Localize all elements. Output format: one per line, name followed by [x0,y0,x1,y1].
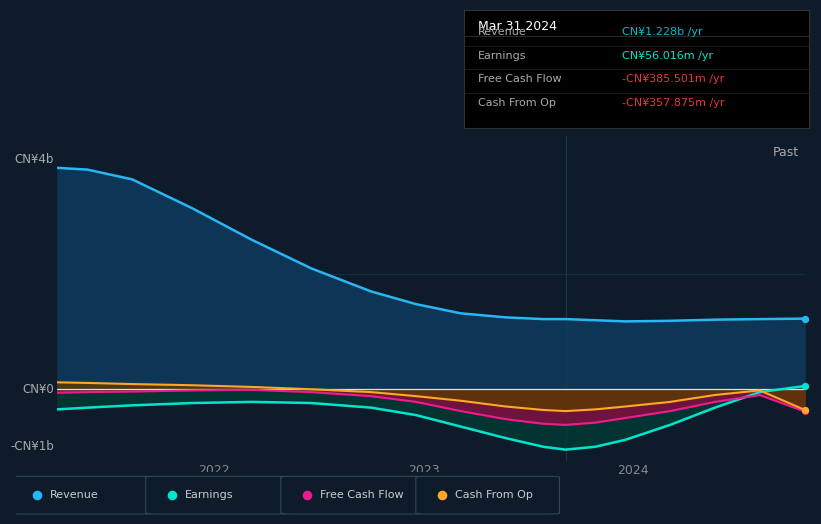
Text: CN¥56.016m /yr: CN¥56.016m /yr [622,51,713,61]
Text: Free Cash Flow: Free Cash Flow [478,74,562,84]
Text: Cash From Op: Cash From Op [455,490,533,500]
Text: 2024: 2024 [617,464,649,477]
Text: -CN¥1b: -CN¥1b [10,440,53,453]
Point [798,406,811,414]
Text: Free Cash Flow: Free Cash Flow [320,490,403,500]
FancyBboxPatch shape [146,476,290,514]
Text: 2022: 2022 [199,464,230,477]
Point [300,491,314,499]
Text: Revenue: Revenue [50,490,99,500]
Text: Revenue: Revenue [478,27,526,37]
Point [798,314,811,323]
Text: -CN¥385.501m /yr: -CN¥385.501m /yr [622,74,725,84]
Text: CN¥1.228b /yr: CN¥1.228b /yr [622,27,703,37]
Text: CN¥0: CN¥0 [22,383,53,396]
Point [165,491,178,499]
Text: Earnings: Earnings [185,490,233,500]
Point [435,491,448,499]
Text: Past: Past [773,146,799,159]
FancyBboxPatch shape [11,476,154,514]
Point [30,491,44,499]
Text: 2023: 2023 [408,464,439,477]
Text: CN¥4b: CN¥4b [14,152,53,166]
FancyBboxPatch shape [415,476,559,514]
Text: Mar 31 2024: Mar 31 2024 [478,20,557,33]
Point [798,407,811,416]
Text: -CN¥357.875m /yr: -CN¥357.875m /yr [622,97,725,108]
Point [798,382,811,390]
Text: Earnings: Earnings [478,51,526,61]
Text: Cash From Op: Cash From Op [478,97,556,108]
FancyBboxPatch shape [281,476,424,514]
